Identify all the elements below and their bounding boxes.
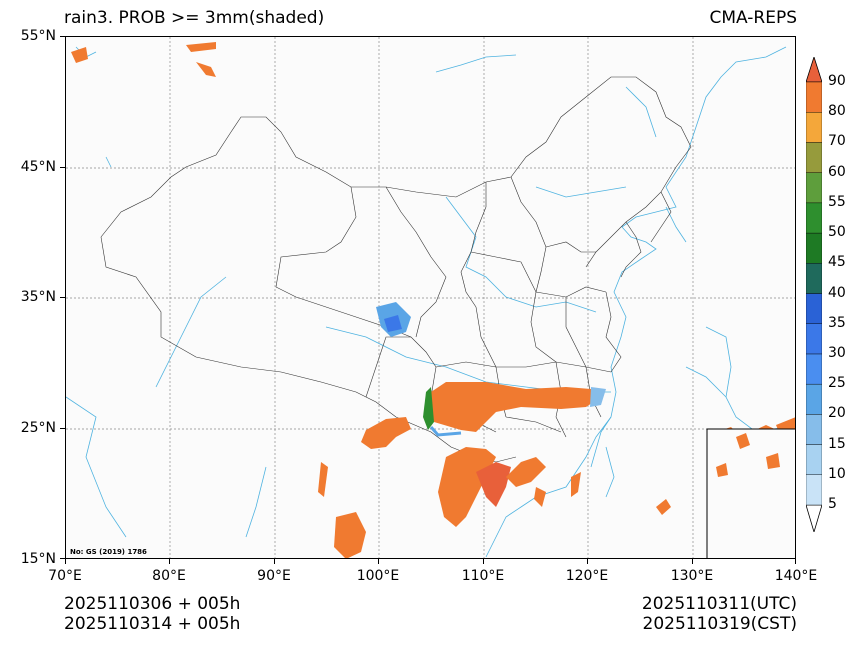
colorbar-band (806, 323, 822, 355)
map-approval-stamp: No: GS (2019) 1786 (70, 548, 147, 556)
lon-label-80: 80°E (152, 568, 186, 584)
colorbar-label: 50 (828, 224, 846, 241)
lon-tick (795, 559, 796, 564)
lon-label-110: 110°E (461, 568, 505, 584)
colorbar-band (806, 142, 822, 173)
colorbar-label: 40 (828, 284, 846, 301)
colorbar-band (806, 474, 822, 506)
map-canvas (66, 37, 795, 558)
lon-tick (692, 559, 693, 564)
colorbar-label: 20 (828, 405, 846, 422)
colorbar-band (806, 172, 822, 204)
lat-label-55: 55°N (20, 28, 56, 44)
lon-tick (169, 559, 170, 564)
south-china-sea-inset (706, 428, 795, 558)
colorbar-label: 70 (828, 133, 846, 150)
colorbar-band (806, 414, 822, 445)
lat-tick (60, 36, 65, 37)
colorbar-band (806, 293, 822, 324)
init-time-utc: 2025110306 + 005h (64, 594, 241, 614)
colorbar-label: 30 (828, 344, 846, 361)
colorbar-label: 60 (828, 163, 846, 180)
graticule (66, 37, 795, 558)
lat-tick (60, 428, 65, 429)
province-borders (100, 76, 692, 463)
colorbar-band (806, 263, 822, 294)
lon-tick (378, 559, 379, 564)
lon-tick (483, 559, 484, 564)
colorbar-band (806, 112, 822, 143)
colorbar-band (806, 202, 822, 234)
colorbar-label: 55 (828, 193, 846, 210)
map-panel: No: GS (2019) 1786 (65, 36, 796, 559)
lon-label-90: 90°E (257, 568, 291, 584)
lon-label-140: 140°E (774, 568, 818, 584)
valid-time-block: 2025110311(UTC) 2025110319(CST) (642, 594, 797, 634)
colorbar-band (806, 81, 822, 113)
lon-tick (65, 559, 66, 564)
colorbar-label: 25 (828, 375, 846, 392)
lon-label-70: 70°E (48, 568, 82, 584)
colorbar-label: 90 (828, 73, 846, 89)
lat-label-25: 25°N (20, 420, 56, 436)
lon-tick (587, 559, 588, 564)
colorbar-extend-min (806, 504, 822, 532)
colorbar-band (806, 232, 822, 264)
colorbar-band (806, 444, 822, 475)
init-time-cst: 2025110314 + 005h (64, 614, 241, 634)
lat-tick (60, 558, 65, 559)
lon-label-130: 130°E (670, 568, 714, 584)
lon-label-120: 120°E (565, 568, 609, 584)
lat-tick (60, 297, 65, 298)
chart-title: rain3. PROB >= 3mm(shaded) (64, 8, 325, 28)
valid-time-utc: 2025110311(UTC) (641, 594, 797, 614)
colorbar-band (806, 383, 822, 415)
init-time-block: 2025110306 + 005h 2025110314 + 005h (64, 594, 240, 634)
lon-label-100: 100°E (356, 568, 400, 584)
colorbar-label: 15 (828, 435, 846, 452)
colorbar-extend-max (806, 57, 822, 83)
colorbar-label: 5 (828, 496, 837, 512)
valid-time-cst: 2025110319(CST) (642, 614, 797, 634)
lat-label-15: 15°N (20, 551, 56, 567)
colorbar-label: 10 (828, 465, 846, 482)
colorbar-band (806, 353, 822, 385)
colorbar (806, 57, 822, 532)
coastlines (66, 46, 787, 558)
probability-shading (71, 42, 795, 558)
model-name: CMA-REPS (709, 8, 797, 28)
lat-tick (60, 167, 65, 168)
lat-label-35: 35°N (20, 289, 56, 305)
inset-shading (716, 433, 780, 477)
colorbar-label: 80 (828, 103, 846, 120)
lon-tick (274, 559, 275, 564)
lat-label-45: 45°N (20, 159, 56, 175)
colorbar-label: 45 (828, 254, 846, 271)
colorbar-label: 35 (828, 314, 846, 331)
